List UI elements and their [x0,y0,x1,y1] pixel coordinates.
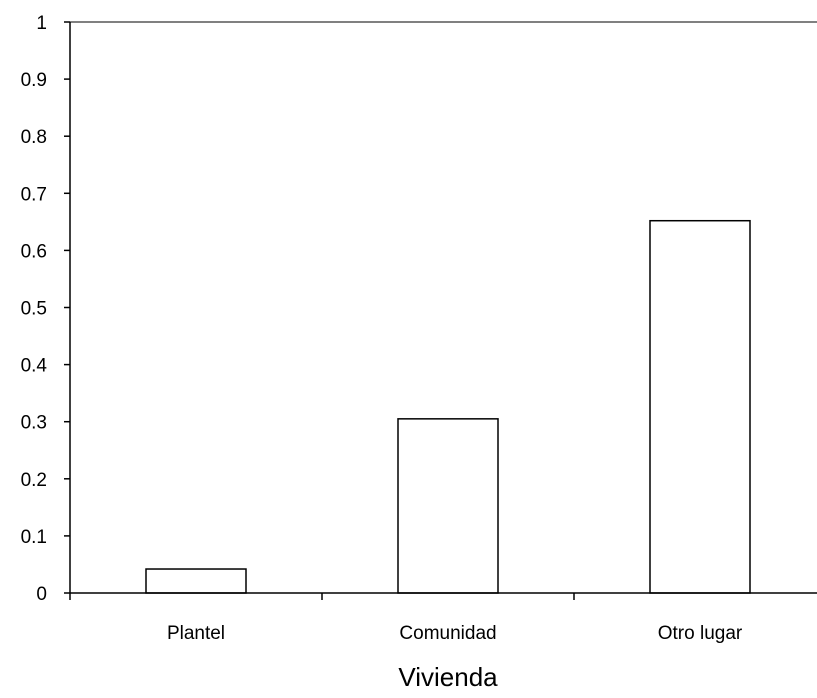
x-tick-label: Plantel [167,623,225,644]
y-tick-label: 1 [36,13,47,34]
plot-area: 0 0.1 0.2 0.3 0.4 0.5 0.6 0.7 0.8 0.9 1 Plantel Com… [21,13,817,644]
bar-plantel [145,568,247,594]
bar-comunidad [397,418,499,594]
y-tick-label: 0.1 [21,527,47,548]
y-tick-label: 0.8 [21,127,47,148]
x-ticks-group: Plantel Comunidad Otro lugar [69,593,743,644]
x-tick-label: Otro lugar [658,623,743,644]
y-tick-label: 0.2 [21,470,47,491]
y-tick-label: 0.7 [21,184,47,205]
y-tick-label: 0.9 [21,70,47,91]
x-tick-label: Comunidad [399,623,496,644]
y-ticks-group: 0 0.1 0.2 0.3 0.4 0.5 0.6 0.7 0.8 0.9 1 [21,13,70,605]
y-tick-label: 0.3 [21,413,47,434]
y-tick-label: 0.6 [21,241,47,262]
y-tick-label: 0 [36,584,47,605]
bar-otro-lugar [649,219,751,594]
bars-group [145,219,751,594]
y-tick-label: 0.4 [21,356,48,377]
x-axis-title: Vivienda [398,662,498,692]
y-tick-label: 0.5 [21,299,47,320]
